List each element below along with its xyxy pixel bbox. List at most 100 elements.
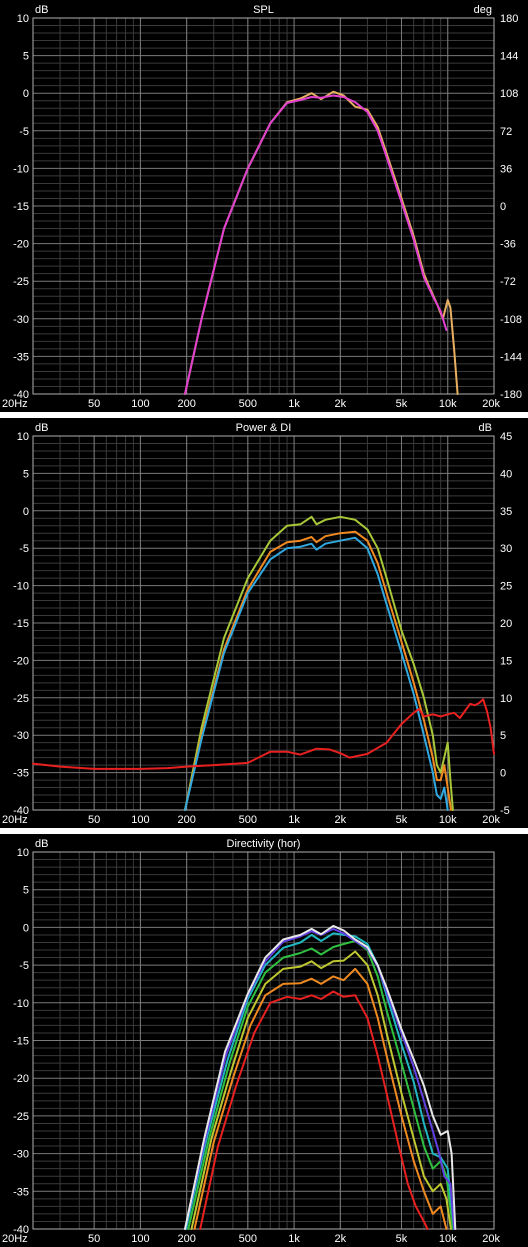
y-tick-label: 10 <box>17 431 29 443</box>
x-tick-label: 1k <box>288 398 300 410</box>
x-tick-label: 100 <box>131 1233 149 1245</box>
y-tick-label: 0 <box>23 88 29 100</box>
y2-tick-label: 30 <box>500 543 512 555</box>
y-tick-label: -5 <box>19 960 29 972</box>
chart-title: Directivity (hor) <box>227 838 301 850</box>
series-line-3 <box>190 950 452 1230</box>
y2-tick-label: 25 <box>500 581 512 593</box>
y2-tick-label: 108 <box>500 88 518 100</box>
tick-labels: 1050-5-10-15-20-25-30-35-404540353025201… <box>2 431 512 826</box>
x-tick-label: 10k <box>439 814 457 826</box>
y-tick-label: -30 <box>13 314 29 326</box>
y2-tick-label: 36 <box>500 163 512 175</box>
x-tick-label: 5k <box>396 814 408 826</box>
series-line-6 <box>184 927 456 1230</box>
series-line-4 <box>187 940 454 1230</box>
y2-tick-label: 5 <box>500 730 506 742</box>
y-tick-label: -20 <box>13 239 29 251</box>
y2-tick-label: 0 <box>500 768 506 780</box>
x-tick-label: 2k <box>335 398 347 410</box>
y-tick-label: 0 <box>23 506 29 518</box>
y-tick-label: -35 <box>13 768 29 780</box>
y-tick-label: -5 <box>19 543 29 555</box>
x-tick-label: 2k <box>335 814 347 826</box>
y-tick-label: -40 <box>13 805 29 817</box>
y2-tick-label: -36 <box>500 239 516 251</box>
series-line-7 <box>184 924 457 1230</box>
y2-tick-label: 72 <box>500 126 512 138</box>
x-tick-label: 100 <box>131 814 149 826</box>
plot-frame <box>32 17 495 395</box>
x-tick-label: 10k <box>439 398 457 410</box>
y2-tick-label: 45 <box>500 431 512 443</box>
x-tick-label: 5k <box>396 1233 408 1245</box>
plot-frame <box>32 851 495 1230</box>
x-tick-label: 20Hz <box>2 398 28 410</box>
y2-tick-label: 15 <box>500 655 512 667</box>
y-tick-label: 5 <box>23 51 29 63</box>
y-tick-label: -20 <box>13 655 29 667</box>
y-tick-label: -30 <box>13 1149 29 1161</box>
y-tick-label: -15 <box>13 1036 29 1048</box>
chart-title: Power & DI <box>236 422 292 434</box>
series-group <box>32 515 495 811</box>
x-tick-label: 5k <box>396 398 408 410</box>
y2-tick-label: 180 <box>500 13 518 25</box>
major-grid <box>32 851 495 1230</box>
y2-tick-label: 144 <box>500 51 518 63</box>
y-tick-label: -40 <box>13 389 29 401</box>
y2-tick-label: 0 <box>500 201 506 213</box>
x-tick-label: 1k <box>288 814 300 826</box>
tick-labels: 10 5 0 -5 -10 -15 -20 -25 -30 -35 -40 180 144 108 72 36… <box>2 13 522 410</box>
y-tick-label: -15 <box>13 201 29 213</box>
directivity-chart-panel: 10 5 0 -5 -10 -15 -20 -25 -30 -35 -40 20Hz 50 100 200 5… <box>0 834 528 1247</box>
x-tick-label: 20Hz <box>2 814 28 826</box>
y-tick-label: -15 <box>13 618 29 630</box>
y-tick-label: -10 <box>13 998 29 1010</box>
x-tick-label: 20k <box>482 398 500 410</box>
y2-tick-label: -72 <box>500 276 516 288</box>
y-tick-label: -10 <box>13 581 29 593</box>
y-axis-label: dB <box>35 838 48 850</box>
y-tick-label: 0 <box>23 922 29 934</box>
y2-tick-label: -108 <box>500 314 522 326</box>
y2-tick-label: 10 <box>500 693 512 705</box>
y-tick-label: -30 <box>13 730 29 742</box>
spl-chart-panel: 10 5 0 -5 -10 -15 -20 -25 -30 -35 -40 180 144 108 72 36… <box>0 0 528 412</box>
series-line-2 <box>184 530 452 811</box>
series-line-1 <box>199 990 429 1230</box>
series-line-4 <box>32 698 495 770</box>
power-di-chart-panel: 10 5 0 -5 -10 -15 -20 -25 -30 -35 -40 45 40 35 30 25 20 1… <box>0 418 528 828</box>
major-grid <box>32 435 495 811</box>
y-tick-label: -25 <box>13 693 29 705</box>
plot-frame <box>32 435 495 811</box>
y-tick-label: 5 <box>23 885 29 897</box>
x-tick-label: 200 <box>177 398 195 410</box>
y-tick-label: 10 <box>17 13 29 25</box>
y-tick-label: -35 <box>13 1186 29 1198</box>
y-tick-label: -40 <box>13 1224 29 1236</box>
y2-tick-label: 35 <box>500 506 512 518</box>
x-tick-label: 200 <box>177 814 195 826</box>
y-tick-label: -5 <box>19 126 29 138</box>
x-tick-label: 10k <box>439 1233 457 1245</box>
y-tick-label: -25 <box>13 1111 29 1123</box>
y2-axis-label: deg <box>474 4 492 16</box>
x-tick-label: 500 <box>239 1233 257 1245</box>
y-tick-label: -20 <box>13 1073 29 1085</box>
y-tick-label: -25 <box>13 276 29 288</box>
y2-tick-label: -180 <box>500 389 522 401</box>
chart-title: SPL <box>253 4 274 16</box>
y-tick-label: 10 <box>17 847 29 859</box>
y-axis-label: dB <box>35 422 48 434</box>
y-tick-label: -35 <box>13 351 29 363</box>
y-axis-label: dB <box>35 4 48 16</box>
y-tick-label: -10 <box>13 163 29 175</box>
major-grid <box>32 17 495 395</box>
y2-axis-label: dB <box>479 422 492 434</box>
x-tick-label: 200 <box>177 1233 195 1245</box>
y2-tick-label: 40 <box>500 468 512 480</box>
series-group <box>184 90 459 395</box>
